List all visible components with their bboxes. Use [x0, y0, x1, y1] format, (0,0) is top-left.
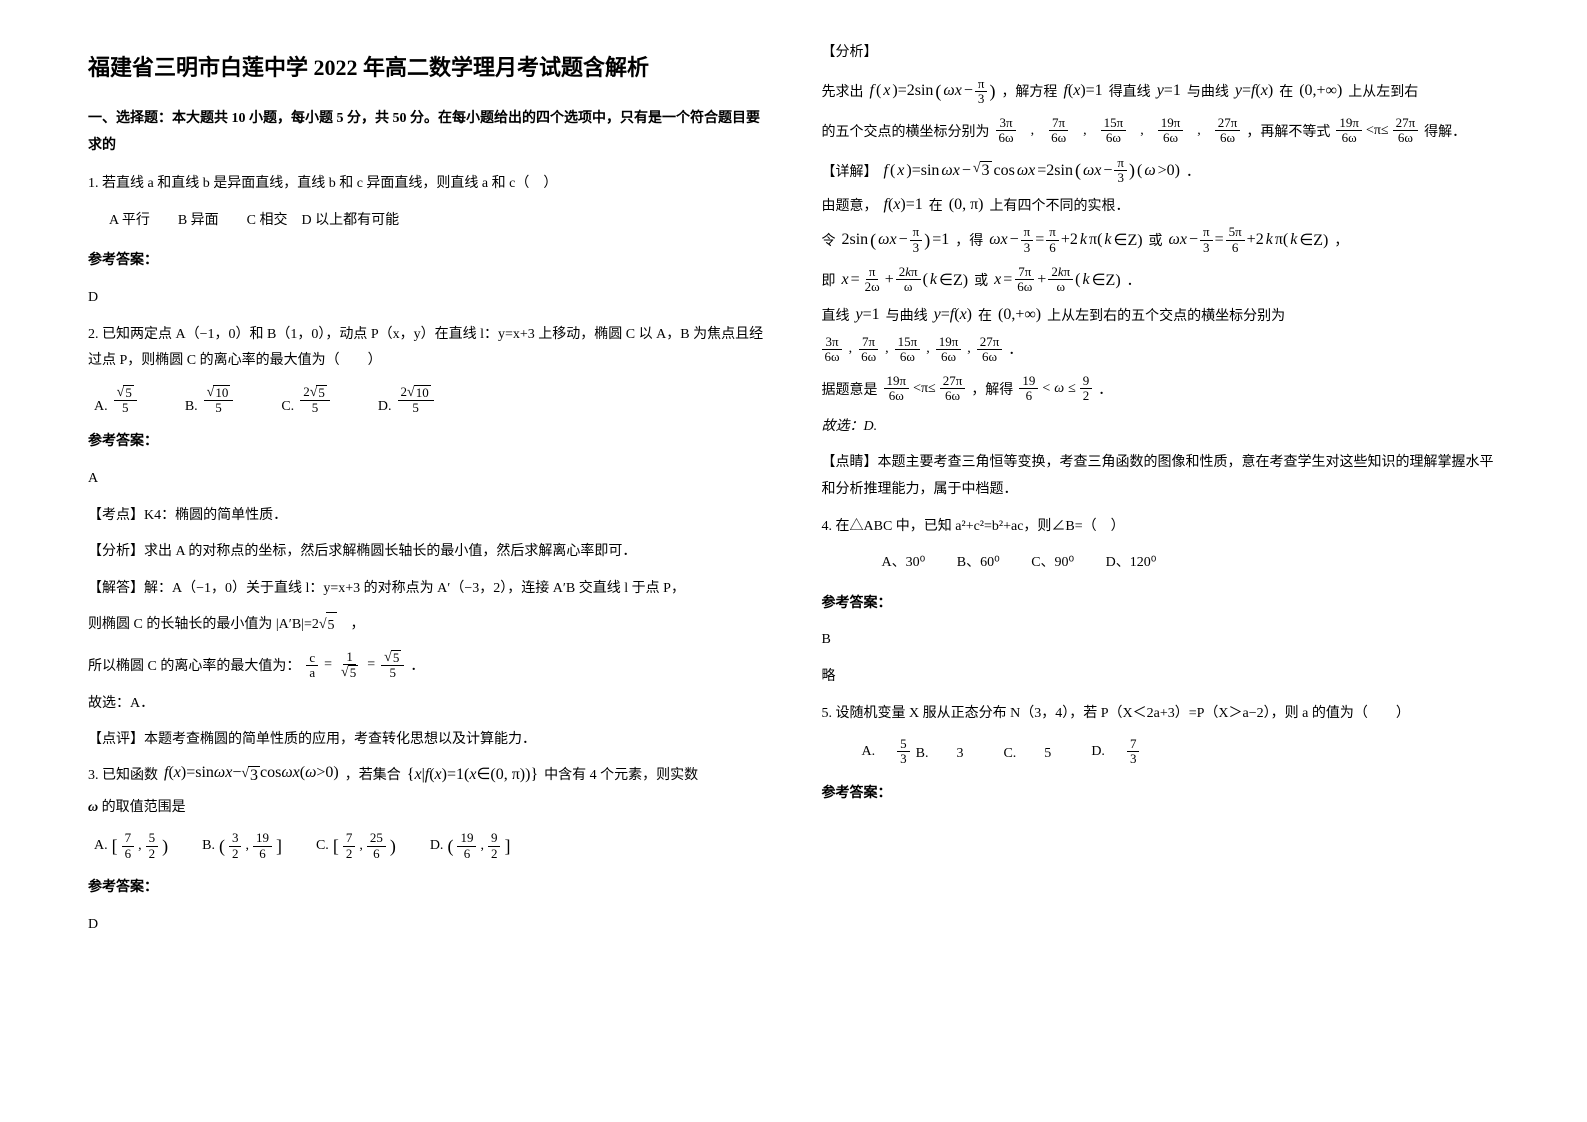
q3-detail: 【详解】 f(x)=sinωx−3cosωx=2sin(ωx−π3)(ω>0) … [822, 156, 1500, 186]
q2-stem: 2. 已知两定点 A（−1，0）和 B（1，0），动点 P（x，y）在直线 l：… [88, 322, 766, 375]
q5-opt-b: B. 3 [916, 742, 964, 762]
q2-a-label: A. [94, 399, 108, 415]
q4-ans: B [822, 627, 1500, 654]
q3-opt-c: C.[72,256) [316, 831, 396, 861]
q2-jd3-pre: 所以椭圆 C 的离心率的最大值为： [88, 655, 300, 675]
q2-d-label: D. [378, 399, 392, 415]
q3-tiyi: 由题意， f(x)=1 在 (0, π) 上有四个不同的实根． [822, 195, 1500, 215]
q2-d-frac: 210 5 [398, 385, 434, 416]
q4-opt-a: A、30⁰ [882, 555, 926, 570]
q4-opt-c: C、90⁰ [1031, 555, 1074, 570]
q3-stem-mid: ，若集合 [345, 764, 401, 784]
q2-c-frac: 25 5 [300, 385, 330, 416]
q2-a-frac: 5 5 [114, 385, 137, 416]
section-head: 一、选择题：本大题共 10 小题，每小题 5 分，共 50 分。在每小题给出的四… [88, 106, 766, 159]
q5-opt-d: D. 73 [1091, 737, 1139, 767]
q3-ling: 令 2sin(ωx−π3)=1 ，得 ωx−π3=π6+2kπ(k∈Z) 或 ω… [822, 225, 1500, 255]
page-root: 福建省三明市白莲中学 2022 年高二数学理月考试题含解析 一、选择题：本大题共… [0, 0, 1587, 1122]
q3-opt-d: D.(196,92] [430, 831, 511, 861]
right-column: 【分析】 先求出 f(x)=2sin(ωx−π3) ，解方程 f(x)=1 得直… [794, 30, 1528, 1092]
q3-ji: 即 x=π2ω+2kπω(k∈Z) 或 x=7π6ω+2kπω(k∈Z) ． [822, 265, 1500, 295]
page-title: 福建省三明市白莲中学 2022 年高二数学理月考试题含解析 [88, 50, 766, 82]
q2-jd2-pre: 则椭圆 C 的长轴长的最小值为 |A′B|=2 [88, 617, 319, 632]
q2-options: A. 5 5 B. 10 5 C. 25 5 [94, 385, 766, 416]
q3-fenxi-label: 【分析】 [822, 40, 1500, 67]
q2-opt-c: C. 25 5 [281, 385, 330, 416]
q3-guxuan: 故选：D. [822, 414, 1500, 441]
q3-stem-pre: 3. 已知函数 [88, 764, 158, 784]
q2-opt-b: B. 10 5 [185, 385, 234, 416]
q2-jieda-3: 所以椭圆 C 的离心率的最大值为： ca = 15 = 55 ． [88, 650, 766, 681]
q1-ans: D [88, 285, 766, 312]
q5-opt-c: C. 5 [1003, 742, 1051, 762]
q3-opt-b: B.(32,196] [202, 831, 282, 861]
q2-c-label: C. [281, 399, 294, 415]
q2-jieda-2: 则椭圆 C 的长轴长的最小值为 |A′B|=25 ， [88, 612, 766, 640]
q5-opt-a: A. 53 [862, 737, 910, 767]
q3-sol-line2: 的五个交点的横坐标分别为 3π6ω, 7π6ω, 15π6ω, 19π6ω, 2… [822, 116, 1500, 146]
q5-options: A. 53 B. 3 C. 5 D. 73 [822, 737, 1500, 767]
q2-jd2-post: ， [337, 617, 365, 632]
q3-stem-tail: ω 的取值范围是 [88, 795, 766, 822]
q1-stem: 1. 若直线 a 和直线 b 是异面直线，直线 b 和 c 异面直线，则直线 a… [88, 171, 766, 198]
q4-opt-d: D、120⁰ [1106, 555, 1157, 570]
q4-lve: 略 [822, 664, 1500, 691]
q2-ans: A [88, 466, 766, 493]
q2-jieda-1: 【解答】解：A（−1，0）关于直线 l：y=x+3 的对称点为 A′（−3，2）… [88, 576, 766, 603]
left-column: 福建省三明市白莲中学 2022 年高二数学理月考试题含解析 一、选择题：本大题共… [60, 30, 794, 1092]
q4-ans-label: 参考答案： [822, 591, 1500, 618]
q2-b-label: B. [185, 399, 198, 415]
q3-dianjing: 【点睛】本题主要考查三角恒等变换，考查三角函数的图像和性质，意在考查学生对这些知… [822, 450, 1500, 503]
q3-stem-row: 3. 已知函数 f(x)=sinωx−3cosωx(ω>0) ，若集合 {x|f… [88, 764, 766, 785]
q4-options: A、30⁰ B、60⁰ C、90⁰ D、120⁰ [822, 550, 1500, 577]
q3-zhixian: 直线 y=1 与曲线 y=f(x) 在 (0,+∞) 上从左到右的五个交点的横坐… [822, 305, 1500, 325]
q3-ans: D [88, 912, 766, 939]
q1-options: A 平行 B 异面 C 相交 D 以上都有可能 [88, 208, 766, 235]
q2-opt-a: A. 5 5 [94, 385, 137, 416]
q2-guxuan: 故选：A． [88, 691, 766, 718]
q2-dianping: 【点评】本题考查椭圆的简单性质的应用，考查转化思想以及计算能力． [88, 727, 766, 754]
q3-juti: 据题意是 19π6ω<π≤27π6ω ，解得 196<ω≤92 ． [822, 374, 1500, 404]
q3-seq2: 3π6ω, 7π6ω, 15π6ω, 19π6ω, 27π6ω． [822, 335, 1500, 365]
q4-stem: 4. 在△ABC 中，已知 a²+c²=b²+ac，则∠B=（ ） [822, 514, 1500, 541]
q3-opt-a: A.[76,52) [94, 831, 168, 861]
q2-opt-d: D. 210 5 [378, 385, 434, 416]
q2-fenxi: 【分析】求出 A 的对称点的坐标，然后求解椭圆长轴长的最小值，然后求解离心率即可… [88, 539, 766, 566]
q2-b-frac: 10 5 [204, 385, 234, 416]
q3-ans-label: 参考答案： [88, 875, 766, 902]
q2-kaodian: 【考点】K4：椭圆的简单性质． [88, 503, 766, 530]
q3-stem-post: 中含有 4 个元素，则实数 [544, 764, 698, 784]
q3-options: A.[76,52) B.(32,196] C.[72,256) D.(196,9… [94, 831, 766, 861]
q4-opt-b: B、60⁰ [957, 555, 1000, 570]
q5-stem: 5. 设随机变量 X 服从正态分布 N（3，4），若 P（X＜2a+3）=P（X… [822, 701, 1500, 728]
q3-sol-line1: 先求出 f(x)=2sin(ωx−π3) ，解方程 f(x)=1 得直线 y=1… [822, 77, 1500, 107]
q5-ans-label: 参考答案： [822, 781, 1500, 808]
q1-ans-label: 参考答案： [88, 248, 766, 275]
q2-ans-label: 参考答案： [88, 429, 766, 456]
